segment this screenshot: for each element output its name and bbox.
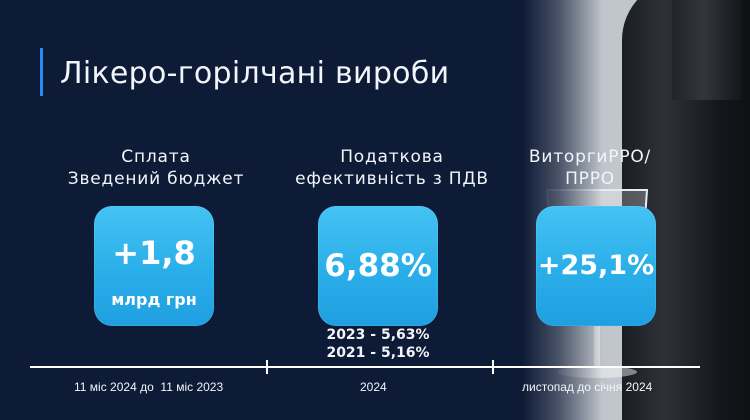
timeline-axis: [30, 366, 700, 368]
metric-value: +25,1%: [537, 250, 655, 281]
column-label-line: Зведений бюджет: [67, 169, 245, 189]
column-label-budget: Сплата Зведений бюджет: [56, 146, 256, 190]
timeline-label-year: 2024: [360, 380, 387, 394]
metric-card-vat: 6,88%: [318, 206, 438, 326]
column-label-line: ПРРО: [565, 169, 615, 189]
column-label-line: Податкова: [340, 147, 444, 167]
column-label-line: ефективність з ПДВ: [295, 169, 489, 189]
column-label-line: Сплата: [121, 147, 191, 167]
metric-value: +1,8: [112, 234, 196, 272]
page-title: Лікеро-горілчані вироби: [60, 56, 450, 91]
vat-history: 2023 - 5,63% 2021 - 5,16%: [312, 326, 444, 362]
metric-value: 6,88%: [324, 248, 432, 284]
bottle-neck-image: [672, 0, 742, 100]
column-label-rro: ВиторгиРРО/ ПРРО: [510, 146, 670, 190]
timeline-tick: [492, 360, 494, 374]
vat-history-line: 2023 - 5,63%: [326, 327, 430, 343]
column-label-line: ВиторгиРРО/: [528, 147, 652, 167]
timeline-tick: [266, 360, 268, 374]
vat-history-line: 2021 - 5,16%: [326, 345, 430, 361]
column-label-vat: Податкова ефективність з ПДВ: [282, 146, 502, 190]
metric-card-budget: +1,8 млрд грн: [94, 206, 214, 326]
metric-card-rro: +25,1%: [536, 206, 656, 326]
timeline-label-months: листопад до січня 2024: [522, 380, 653, 394]
metric-unit: млрд грн: [111, 290, 197, 309]
timeline-label-period: 11 міс 2024 до 11 міс 2023: [74, 380, 224, 394]
title-accent-bar: [40, 48, 43, 96]
